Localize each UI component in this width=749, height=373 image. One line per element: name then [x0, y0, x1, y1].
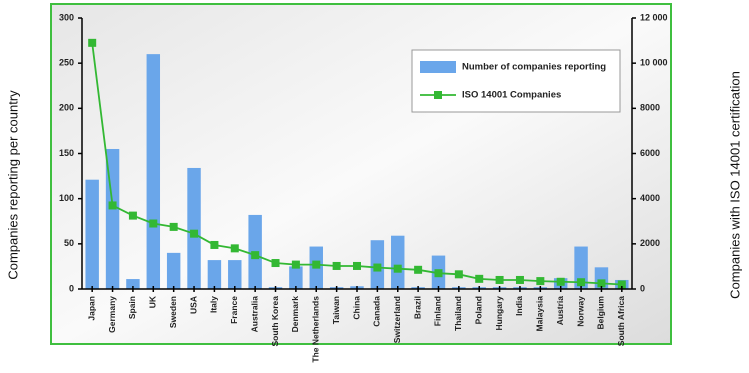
- x-tick-label: China: [351, 296, 361, 320]
- x-tick-label: Hungary: [494, 296, 504, 331]
- y2-tick-label: 8000: [640, 103, 660, 113]
- legend-swatch: [420, 61, 456, 73]
- x-tick-label: Malaysia: [535, 296, 545, 332]
- x-tick-label: Austria: [555, 296, 565, 326]
- line-marker: [577, 278, 586, 287]
- line-marker: [515, 275, 524, 284]
- x-tick-label: Italy: [209, 296, 219, 313]
- y-tick-label: 200: [59, 103, 74, 113]
- y2-axis-title: Companies with ISO 14001 certification: [727, 71, 742, 299]
- line-marker: [291, 260, 300, 269]
- x-tick-label: Germany: [107, 296, 117, 333]
- x-tick-label: Thailand: [453, 296, 463, 331]
- x-tick-label: UK: [148, 295, 158, 308]
- line-marker: [597, 279, 606, 288]
- y-tick-label: 50: [64, 238, 74, 248]
- y2-tick-label: 10 000: [640, 58, 668, 68]
- x-tick-label: Poland: [473, 296, 483, 324]
- line-marker: [312, 260, 321, 269]
- bar: [391, 235, 405, 289]
- x-tick-label: Denmark: [290, 296, 300, 333]
- y-tick-label: 300: [59, 12, 74, 22]
- y-tick-label: 0: [69, 283, 74, 293]
- x-tick-label: Australia: [249, 296, 259, 333]
- line-marker: [88, 38, 97, 47]
- bar: [187, 167, 201, 289]
- bar: [85, 179, 99, 289]
- x-tick-label: India: [514, 296, 524, 316]
- y2-tick-label: 2000: [640, 238, 660, 248]
- x-tick-label: USA: [188, 296, 198, 314]
- x-tick-label: Spain: [127, 296, 137, 319]
- x-tick-label: Finland: [433, 296, 443, 326]
- x-tick-label: The Netherlands: [311, 296, 321, 363]
- y-tick-label: 100: [59, 193, 74, 203]
- line-marker: [190, 229, 199, 238]
- line-marker: [393, 264, 402, 273]
- line-marker: [149, 219, 158, 228]
- line-marker: [536, 277, 545, 286]
- line-marker: [353, 261, 361, 270]
- line-marker: [617, 280, 626, 289]
- x-tick-label: Switzerland: [392, 296, 402, 343]
- legend-label: Number of companies reporting: [462, 62, 606, 73]
- line-marker: [434, 269, 443, 278]
- line-marker: [414, 265, 423, 274]
- bar: [228, 260, 242, 289]
- line-marker: [495, 275, 504, 284]
- line-marker: [251, 251, 260, 260]
- y-tick-label: 150: [59, 148, 74, 158]
- line-marker: [373, 263, 382, 272]
- bar: [126, 279, 140, 289]
- line-marker: [556, 277, 565, 286]
- y2-tick-label: 12 000: [640, 12, 668, 22]
- x-tick-label: Sweden: [168, 296, 178, 328]
- bar: [289, 266, 303, 289]
- line-marker: [332, 261, 341, 270]
- bar: [146, 54, 161, 290]
- legend-label: ISO 14001 Companies: [462, 90, 561, 101]
- x-tick-label: South Africa: [616, 296, 626, 346]
- y-tick-label: 250: [59, 58, 74, 68]
- x-tick-label: Brazil: [412, 296, 422, 319]
- line-marker: [210, 240, 219, 249]
- bar: [207, 260, 222, 289]
- x-tick-label: South Korea: [270, 296, 280, 347]
- x-tick-label: Belgium: [596, 296, 606, 330]
- line-marker: [169, 222, 178, 231]
- x-tick-label: Taiwan: [331, 296, 341, 324]
- y2-tick-label: 0: [640, 283, 645, 293]
- line-marker: [271, 259, 280, 268]
- y2-tick-label: 6000: [640, 148, 660, 158]
- y2-tick-label: 4000: [640, 193, 660, 203]
- x-tick-label: Norway: [575, 296, 585, 327]
- line-marker: [128, 211, 137, 220]
- legend-box: [411, 49, 621, 113]
- x-tick-label: Japan: [86, 296, 96, 321]
- line-marker: [230, 244, 239, 253]
- line-marker: [475, 274, 484, 283]
- x-tick-label: Canada: [372, 296, 382, 327]
- y-axis-title: Companies reporting per country: [5, 90, 20, 280]
- line-marker: [454, 270, 463, 279]
- x-tick-label: France: [229, 296, 239, 324]
- legend-swatch: [434, 91, 442, 99]
- bar: [166, 252, 181, 289]
- line-marker: [108, 201, 117, 210]
